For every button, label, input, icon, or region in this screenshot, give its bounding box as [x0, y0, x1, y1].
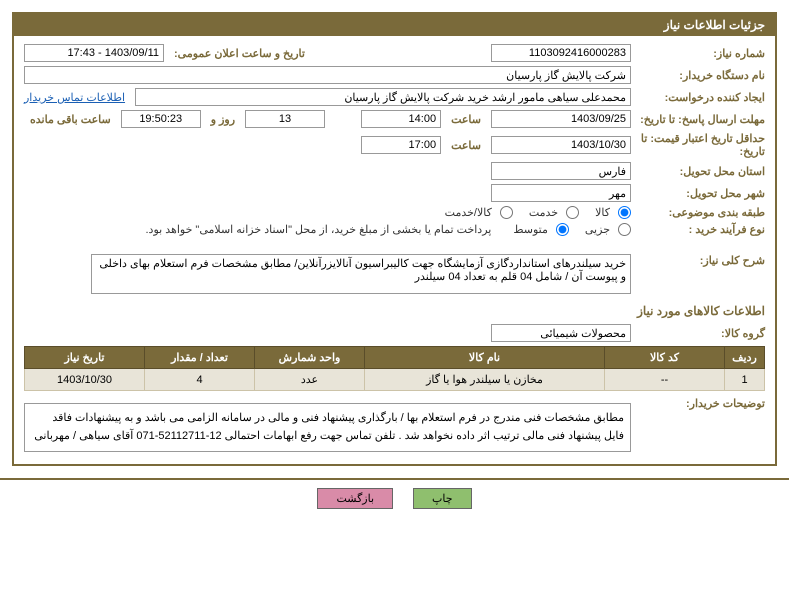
proc-label: نوع فرآیند خرید : [635, 223, 765, 236]
contact-buyer-link[interactable]: اطلاعات تماس خریدار [24, 91, 131, 104]
td-unit: عدد [255, 369, 365, 391]
goods-group-label: گروه کالا: [635, 327, 765, 340]
remaining-label: ساعت باقی مانده [24, 113, 117, 126]
days-input[interactable] [245, 110, 325, 128]
main-panel: جزئیات اطلاعات نیاز شماره نیاز: تاریخ و … [12, 12, 777, 466]
footer-actions: چاپ بازگشت [0, 478, 789, 517]
td-qty: 4 [145, 369, 255, 391]
row-need-no: شماره نیاز: تاریخ و ساعت اعلان عمومی: [24, 44, 765, 62]
radio-both-label: کالا/خدمت [433, 206, 496, 219]
radio-medium[interactable] [556, 223, 569, 236]
row-goods-group: گروه کالا: [24, 324, 765, 342]
td-row: 1 [725, 369, 765, 391]
row-deadline: مهلت ارسال پاسخ: تا تاریخ: ساعت روز و سا… [24, 110, 765, 128]
row-city: شهر محل تحویل: [24, 184, 765, 202]
goods-table: ردیف کد کالا نام کالا واحد شمارش تعداد /… [24, 346, 765, 391]
min-valid-date-input[interactable] [491, 136, 631, 154]
deadline-date-input[interactable] [491, 110, 631, 128]
announce-input[interactable] [24, 44, 164, 62]
goods-section-title: اطلاعات کالاهای مورد نیاز [24, 304, 765, 318]
radio-goods[interactable] [618, 206, 631, 219]
radio-partial-label: جزیی [573, 223, 614, 236]
row-buyer-org: نام دستگاه خریدار: [24, 66, 765, 84]
buyer-notes-label: توضیحات خریدار: [635, 397, 765, 410]
buyer-org-label: نام دستگاه خریدار: [635, 69, 765, 82]
row-requester: ایجاد کننده درخواست: اطلاعات تماس خریدار [24, 88, 765, 106]
min-valid-time-label: ساعت [445, 139, 487, 152]
row-buyer-notes: توضیحات خریدار: مطابق مشخصات فنی مندرج د… [24, 397, 765, 452]
radio-medium-label: متوسط [501, 223, 552, 236]
province-input[interactable] [491, 162, 631, 180]
deadline-time-input[interactable] [361, 110, 441, 128]
th-qty: تعداد / مقدار [145, 347, 255, 369]
buyer-notes-box: مطابق مشخصات فنی مندرج در فرم استعلام به… [24, 403, 631, 452]
row-min-valid: حداقل تاریخ اعتبار قیمت: تا تاریخ: ساعت [24, 132, 765, 158]
min-valid-time-input[interactable] [361, 136, 441, 154]
need-no-label: شماره نیاز: [635, 47, 765, 60]
td-date: 1403/10/30 [25, 369, 145, 391]
th-unit: واحد شمارش [255, 347, 365, 369]
td-code: -- [605, 369, 725, 391]
th-name: نام کالا [365, 347, 605, 369]
table-row: 1 -- مخازن یا سیلندر هوا یا گاز عدد 4 14… [25, 369, 765, 391]
radio-service[interactable] [566, 206, 579, 219]
city-input[interactable] [491, 184, 631, 202]
buyer-org-input[interactable] [24, 66, 631, 84]
radio-both[interactable] [500, 206, 513, 219]
radio-service-label: خدمت [517, 206, 562, 219]
goods-group-input[interactable] [491, 324, 631, 342]
requester-label: ایجاد کننده درخواست: [635, 91, 765, 104]
min-valid-label: حداقل تاریخ اعتبار قیمت: تا تاریخ: [635, 132, 765, 158]
panel-body: شماره نیاز: تاریخ و ساعت اعلان عمومی: نا… [14, 36, 775, 464]
province-label: استان محل تحویل: [635, 165, 765, 178]
countdown-input[interactable] [121, 110, 201, 128]
back-button[interactable]: بازگشت [317, 488, 393, 509]
city-label: شهر محل تحویل: [635, 187, 765, 200]
td-name: مخازن یا سیلندر هوا یا گاز [365, 369, 605, 391]
proc-radios: جزیی متوسط [501, 223, 631, 236]
row-desc: شرح کلی نیاز: [24, 254, 765, 294]
category-label: طبقه بندی موضوعی: [635, 206, 765, 219]
requester-input[interactable] [135, 88, 631, 106]
radio-goods-label: کالا [583, 206, 614, 219]
panel-title: جزئیات اطلاعات نیاز [14, 14, 775, 36]
row-province: استان محل تحویل: [24, 162, 765, 180]
table-header-row: ردیف کد کالا نام کالا واحد شمارش تعداد /… [25, 347, 765, 369]
deadline-time-label: ساعت [445, 113, 487, 126]
th-row: ردیف [725, 347, 765, 369]
desc-label: شرح کلی نیاز: [635, 254, 765, 267]
th-code: کد کالا [605, 347, 725, 369]
radio-partial[interactable] [618, 223, 631, 236]
need-no-input[interactable] [491, 44, 631, 62]
desc-textarea[interactable] [91, 254, 631, 294]
category-radios: کالا خدمت کالا/خدمت [433, 206, 631, 219]
announce-label: تاریخ و ساعت اعلان عمومی: [168, 47, 311, 60]
row-category: طبقه بندی موضوعی: کالا خدمت کالا/خدمت [24, 206, 765, 219]
deadline-label: مهلت ارسال پاسخ: تا تاریخ: [635, 113, 765, 126]
row-proc: نوع فرآیند خرید : جزیی متوسط پرداخت تمام… [24, 223, 765, 236]
print-button[interactable]: چاپ [413, 488, 472, 509]
th-date: تاریخ نیاز [25, 347, 145, 369]
days-and-label: روز و [205, 113, 241, 126]
treasury-note: پرداخت تمام یا بخشی از مبلغ خرید، از محل… [146, 223, 498, 236]
